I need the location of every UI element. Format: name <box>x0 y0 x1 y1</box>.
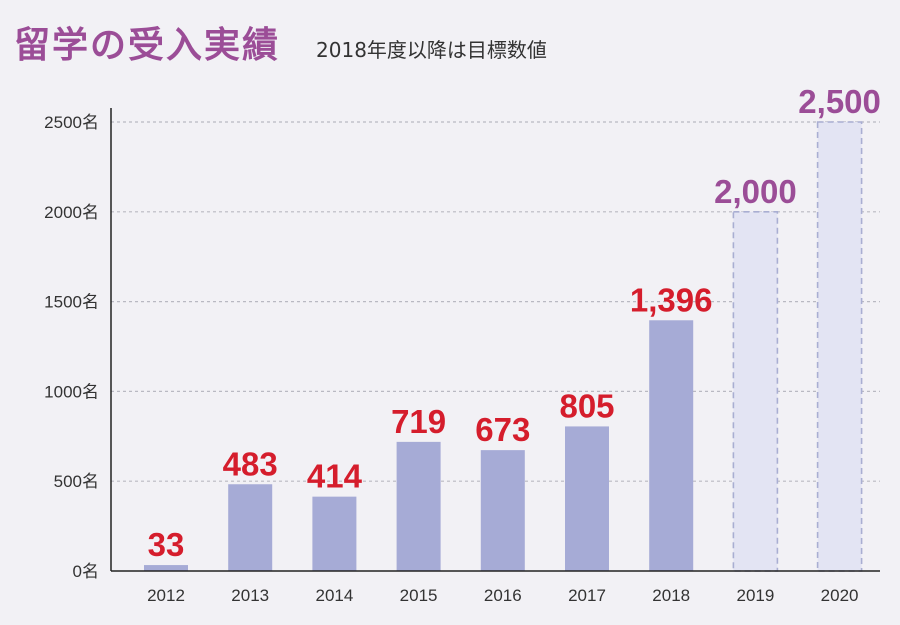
y-tick-label: 1000名 <box>44 382 99 401</box>
bar <box>732 211 779 572</box>
data-label: 483 <box>223 445 278 482</box>
bar <box>228 484 273 571</box>
chart-title: 留学の受入実績 <box>14 25 281 66</box>
y-tick-label: 2500名 <box>44 113 99 132</box>
bar <box>396 441 441 571</box>
bar <box>312 496 357 571</box>
x-tick-label: 2014 <box>315 586 353 605</box>
data-label: 1,396 <box>630 281 713 318</box>
data-label: 805 <box>559 387 614 424</box>
x-tick-label: 2016 <box>484 586 522 605</box>
x-tick-label: 2018 <box>652 586 690 605</box>
x-tick-label: 2015 <box>400 586 438 605</box>
data-label: 414 <box>307 458 363 495</box>
data-label: 2,000 <box>714 173 797 210</box>
data-label: 33 <box>148 526 185 563</box>
y-tick-label: 500名 <box>54 472 99 491</box>
bar <box>480 450 525 571</box>
x-tick-label: 2012 <box>147 586 185 605</box>
x-tick-label: 2013 <box>231 586 269 605</box>
data-label: 673 <box>475 411 530 448</box>
chart-subtitle: 2018年度以降は目標数値 <box>316 38 547 62</box>
data-label: 2,500 <box>798 83 881 120</box>
bar <box>565 426 609 571</box>
x-tick-label: 2020 <box>821 586 859 605</box>
y-tick-label: 2000名 <box>44 203 99 222</box>
bar <box>144 565 188 571</box>
x-tick-label: 2019 <box>736 586 774 605</box>
chart-header: 留学の受入実績 2018年度以降は目標数値 <box>14 16 547 66</box>
x-tick-label: 2017 <box>568 586 606 605</box>
y-tick-label: 1500名 <box>44 293 99 312</box>
data-label: 719 <box>391 403 446 440</box>
bar <box>816 121 863 572</box>
bar <box>649 320 694 571</box>
y-tick-label: 0名 <box>73 562 99 581</box>
